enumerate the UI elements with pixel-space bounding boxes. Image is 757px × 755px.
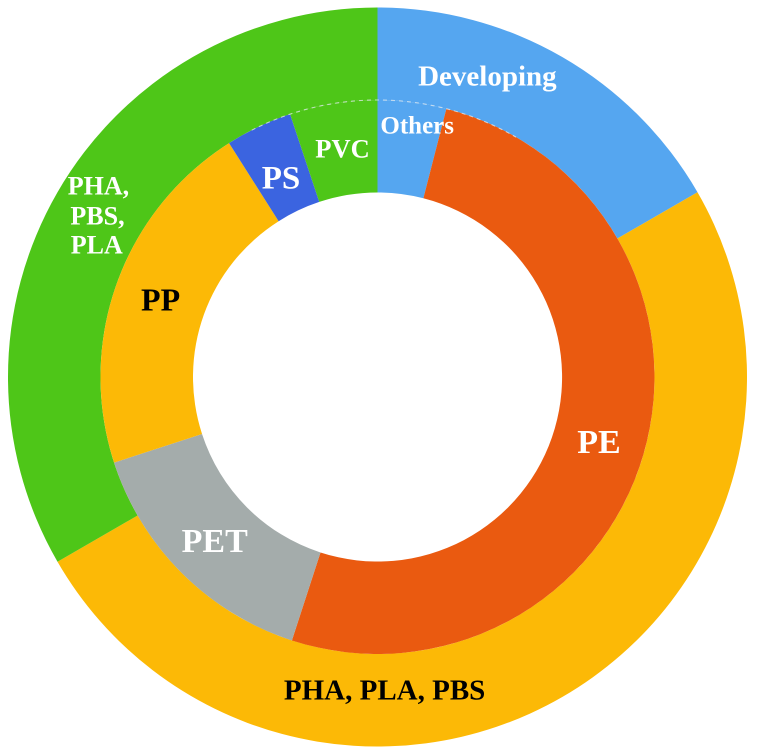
svg-text:Developing: Developing	[418, 61, 557, 93]
svg-text:PVC: PVC	[315, 134, 369, 164]
svg-text:PLA: PLA	[71, 231, 123, 260]
svg-text:PE: PE	[577, 424, 620, 461]
svg-text:PHA, PLA, PBS: PHA, PLA, PBS	[284, 675, 485, 707]
svg-text:PET: PET	[182, 523, 248, 560]
svg-text:PS: PS	[262, 160, 301, 196]
svg-text:PHA,: PHA,	[68, 171, 129, 200]
svg-text:Others: Others	[380, 112, 454, 139]
svg-text:PBS,: PBS,	[70, 201, 124, 230]
svg-text:PP: PP	[141, 282, 180, 318]
